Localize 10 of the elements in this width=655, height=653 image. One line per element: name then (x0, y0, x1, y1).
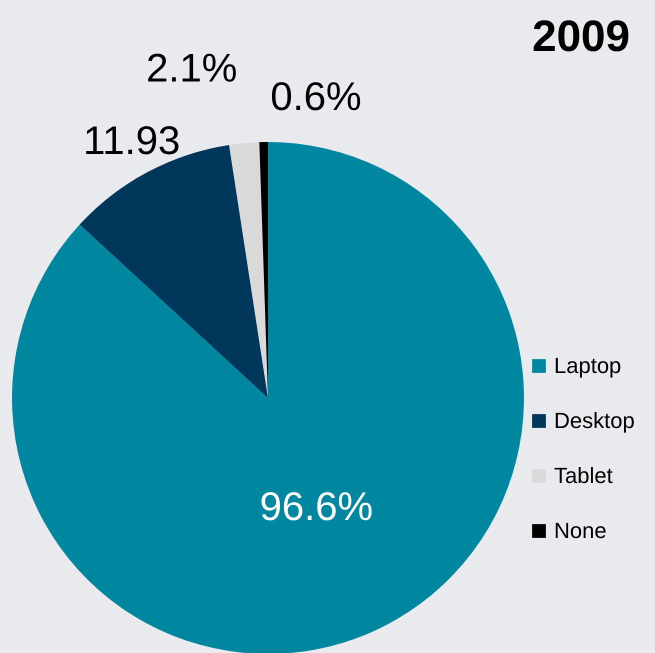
data-label: 2.1% (146, 46, 238, 90)
legend-label: None (554, 518, 607, 543)
legend-label: Desktop (554, 408, 635, 433)
data-label: 0.6% (270, 75, 362, 120)
legend-label: Laptop (554, 353, 622, 378)
data-label: 11.93 (83, 119, 180, 164)
legend-label: Tablet (554, 463, 613, 488)
data-label: 96.6% (260, 485, 374, 530)
chart-title: 2009 (532, 12, 630, 61)
pie-slice (229, 142, 268, 398)
